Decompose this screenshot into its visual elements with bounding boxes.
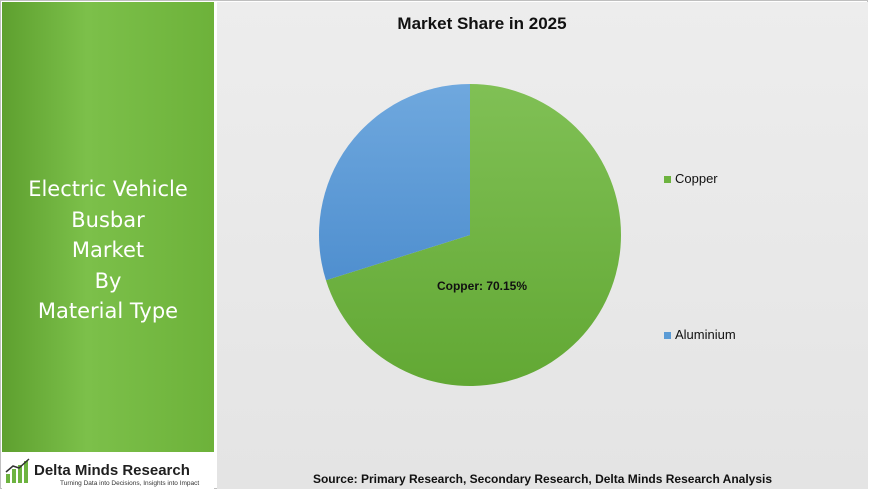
pie-slice-copper xyxy=(325,83,622,387)
brand-name: Delta Minds Research xyxy=(34,462,190,479)
pie-slice-aluminium xyxy=(319,84,470,281)
report-title-line: Busbar xyxy=(71,207,145,232)
chart-area: Market Share in 2025 Copper: 70.15% Copp… xyxy=(217,2,868,489)
pie-chart: Copper: 70.15% xyxy=(319,83,622,387)
legend-item-aluminium: Aluminium xyxy=(664,327,736,342)
legend-swatch xyxy=(664,176,671,184)
legend-label: Aluminium xyxy=(675,327,736,342)
report-title-line: By xyxy=(94,268,122,293)
bar-chart-logo-icon xyxy=(5,458,30,483)
brand-tagline: Turning Data into Decisions, Insights in… xyxy=(60,480,200,487)
left-title-panel: Electric Vehicle Busbar Market By Materi… xyxy=(2,2,214,452)
report-title-line: Electric Vehicle xyxy=(28,177,188,201)
legend-swatch xyxy=(664,332,671,340)
report-title-line: Market xyxy=(71,238,145,262)
pie-data-label: Copper: 70.15% xyxy=(437,279,527,293)
chart-title: Market Share in 2025 xyxy=(397,14,567,33)
legend-label: Copper xyxy=(675,171,718,186)
report-title-line: Material Type xyxy=(37,299,179,323)
legend-item-copper: Copper xyxy=(664,171,718,186)
source-note: Source: Primary Research, Secondary Rese… xyxy=(312,472,773,486)
report-title: Electric Vehicle Busbar Market By Materi… xyxy=(2,174,214,327)
brand-logo: Delta Minds Research Turning Data into D… xyxy=(2,453,214,489)
